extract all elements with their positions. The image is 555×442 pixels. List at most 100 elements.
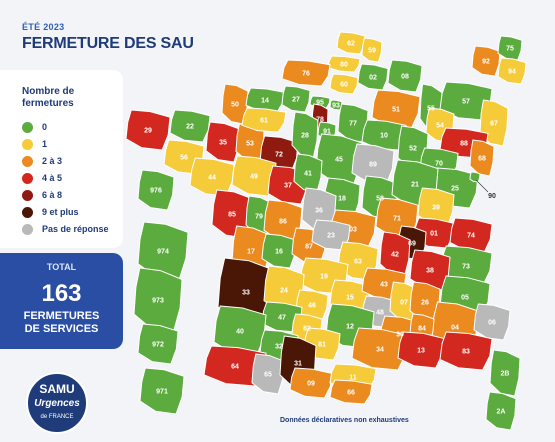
total-caption-line1: FERMETURES: [23, 310, 100, 322]
department-61: [241, 107, 287, 133]
department-label-19: 19: [320, 274, 328, 281]
department-label-01: 01: [430, 231, 438, 238]
department-label-81: 81: [318, 342, 326, 349]
department-label-78: 78: [316, 117, 324, 124]
department-label-85: 85: [228, 212, 236, 219]
legend-label: 2 à 3: [42, 156, 63, 166]
department-label-42: 42: [391, 252, 399, 259]
department-label-13: 13: [417, 348, 425, 355]
legend-swatch: [22, 122, 33, 133]
department-64: [203, 345, 267, 387]
department-label-21: 21: [411, 182, 419, 189]
department-label-27: 27: [292, 97, 300, 104]
department-label-51: 51: [392, 107, 400, 114]
department-972: [137, 323, 179, 365]
department-label-79: 79: [255, 214, 263, 221]
department-83: [439, 331, 493, 371]
department-label-63: 63: [354, 259, 362, 266]
department-label-18: 18: [338, 196, 346, 203]
department-label-48: 48: [376, 310, 384, 317]
legend-label: 6 à 8: [42, 190, 63, 200]
label-90-outside: 90: [488, 193, 496, 200]
department-label-46: 46: [308, 303, 316, 310]
department-label-973: 973: [152, 298, 164, 305]
department-label-39: 39: [432, 205, 440, 212]
total-caption: FERMETURES DE SERVICES: [0, 310, 123, 336]
department-76: [281, 59, 331, 87]
department-label-06: 06: [488, 320, 496, 327]
department-label-29: 29: [144, 128, 152, 135]
department-label-44: 44: [208, 175, 216, 182]
department-label-57: 57: [462, 99, 470, 106]
department-label-33: 33: [242, 290, 250, 297]
total-panel: TOTAL 163 FERMETURES DE SERVICES: [0, 253, 123, 349]
legend-title: Nombre de fermetures: [22, 86, 75, 109]
department-label-58: 58: [376, 196, 384, 203]
department-label-974: 974: [157, 249, 169, 256]
department-label-54: 54: [436, 123, 444, 130]
department-label-47: 47: [278, 315, 286, 322]
department-label-77: 77: [349, 121, 357, 128]
department-16: [261, 233, 297, 269]
department-label-73: 73: [462, 264, 470, 271]
department-label-72: 72: [275, 152, 283, 159]
department-68: [469, 139, 495, 177]
department-label-43: 43: [380, 282, 388, 289]
department-label-68: 68: [478, 156, 486, 163]
department-92: [471, 45, 501, 77]
department-label-2B: 2B: [501, 371, 510, 378]
department-label-11: 11: [349, 375, 357, 382]
department-label-80: 80: [340, 62, 348, 69]
department-label-52: 52: [409, 146, 417, 153]
legend-label: 9 et plus: [42, 207, 79, 217]
department-90: [469, 171, 481, 183]
department-label-41: 41: [304, 171, 312, 178]
department-label-976: 976: [150, 188, 162, 195]
department-label-71: 71: [393, 216, 401, 223]
legend-swatch: [22, 224, 33, 235]
department-label-56: 56: [180, 155, 188, 162]
department-label-32: 32: [275, 344, 283, 351]
department-label-61: 61: [260, 118, 268, 125]
department-label-65: 65: [264, 372, 272, 379]
department-label-55: 55: [427, 106, 435, 113]
logo-text-top: SAMU: [39, 382, 75, 396]
department-label-84: 84: [418, 326, 426, 333]
department-label-89: 89: [369, 162, 377, 169]
department-22: [169, 109, 211, 143]
department-label-972: 972: [152, 342, 164, 349]
legend-label: 1: [42, 139, 48, 149]
map-legend: Nombre de fermetures 0 1 2 à 3 4 à 5 6 à…: [0, 70, 123, 248]
department-label-12: 12: [346, 324, 354, 331]
department-label-37: 37: [284, 183, 292, 190]
legend-swatch: [22, 207, 33, 218]
department-label-95: 95: [316, 100, 324, 107]
department-label-50: 50: [231, 102, 239, 109]
department-06: [473, 303, 511, 341]
department-label-87: 87: [305, 244, 313, 251]
department-label-14: 14: [261, 98, 269, 105]
department-label-34: 34: [376, 347, 384, 354]
department-66: [329, 379, 373, 405]
department-label-67: 67: [490, 121, 498, 128]
logo-text-bottom: de FRANCE: [40, 414, 74, 420]
department-label-10: 10: [380, 133, 388, 140]
department-label-08: 08: [401, 74, 409, 81]
department-label-26: 26: [421, 300, 429, 307]
department-label-04: 04: [451, 325, 459, 332]
department-label-60: 60: [340, 82, 348, 89]
legend-swatch: [22, 139, 33, 150]
department-label-03: 03: [349, 227, 357, 234]
department-label-93: 93: [332, 103, 340, 110]
total-label: TOTAL: [46, 262, 77, 272]
total-caption-line2: DE SERVICES: [24, 323, 99, 335]
department-34: [351, 327, 409, 371]
department-49: [231, 155, 277, 197]
page-title: FERMETURE DES SAU: [22, 35, 194, 52]
department-label-86: 86: [279, 219, 287, 226]
department-label-62: 62: [347, 41, 355, 48]
department-label-971: 971: [156, 389, 168, 396]
department-label-35: 35: [219, 140, 227, 147]
department-13: [397, 331, 445, 369]
department-2A: [485, 391, 517, 431]
